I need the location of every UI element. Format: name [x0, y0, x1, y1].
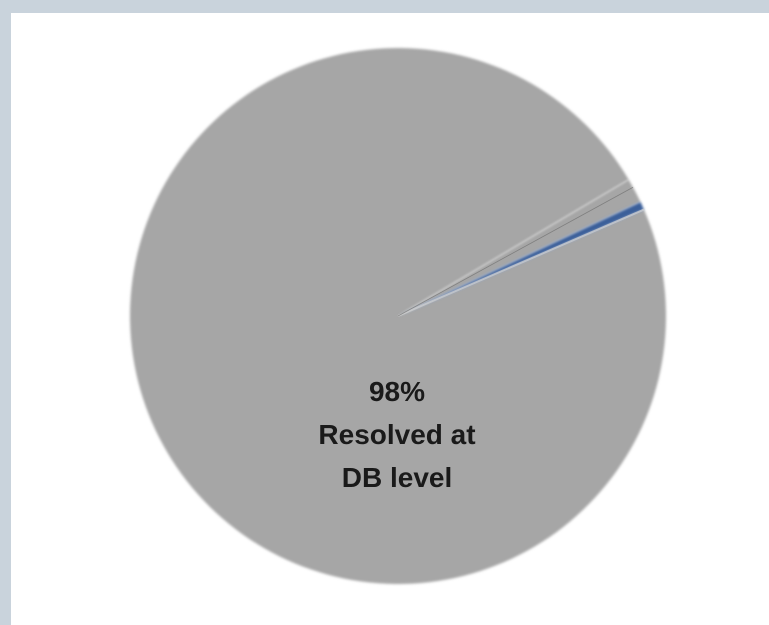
pie-slice-1	[398, 179, 641, 316]
pie-label-value: 98%	[369, 376, 425, 407]
pie-slices	[130, 48, 667, 585]
pie-label-line-2: DB level	[342, 462, 453, 493]
pie-label-line-1: Resolved at	[318, 419, 475, 450]
pie-label: 98% Resolved at DB level	[318, 376, 475, 493]
pie-slice-2	[398, 201, 644, 316]
pie-separator	[397, 186, 634, 317]
pie-separator	[397, 208, 645, 317]
